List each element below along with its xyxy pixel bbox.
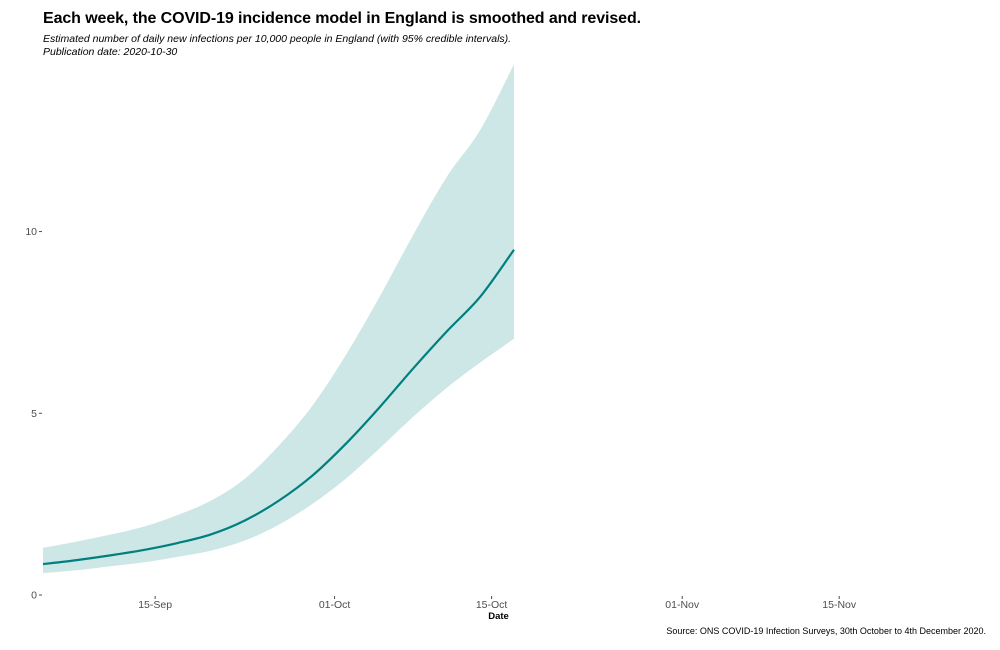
x-tick-label: 15-Oct	[476, 599, 508, 611]
x-axis-title: Date	[488, 611, 509, 622]
estimate-line-layer	[42, 249, 515, 566]
x-tick-label: 01-Oct	[319, 599, 351, 611]
chart-title: Each week, the COVID-19 incidence model …	[43, 10, 641, 27]
publication-date: Publication date: 2020-10-30	[43, 46, 178, 58]
x-tick-label: 01-Nov	[665, 599, 700, 611]
y-tick-label: 0	[31, 590, 37, 602]
credible-interval-band	[43, 64, 514, 574]
estimate-line	[42, 249, 515, 566]
y-axis: 0 5 10	[25, 226, 42, 602]
y-tick-label: 5	[31, 408, 37, 420]
x-tick-label: 15-Sep	[138, 599, 172, 611]
x-tick-label: 15-Nov	[822, 599, 857, 611]
source-caption: Source: ONS COVID-19 Infection Surveys, …	[666, 626, 986, 636]
x-axis: 15-Sep 01-Oct 15-Oct 01-Nov 15-Nov	[138, 596, 857, 611]
y-tick-label: 10	[25, 226, 37, 238]
subtitle-description: Estimated number of daily new infections…	[43, 33, 512, 45]
chart-subtitle: Estimated number of daily new infections…	[43, 33, 511, 59]
credible-interval-layer	[43, 64, 514, 574]
